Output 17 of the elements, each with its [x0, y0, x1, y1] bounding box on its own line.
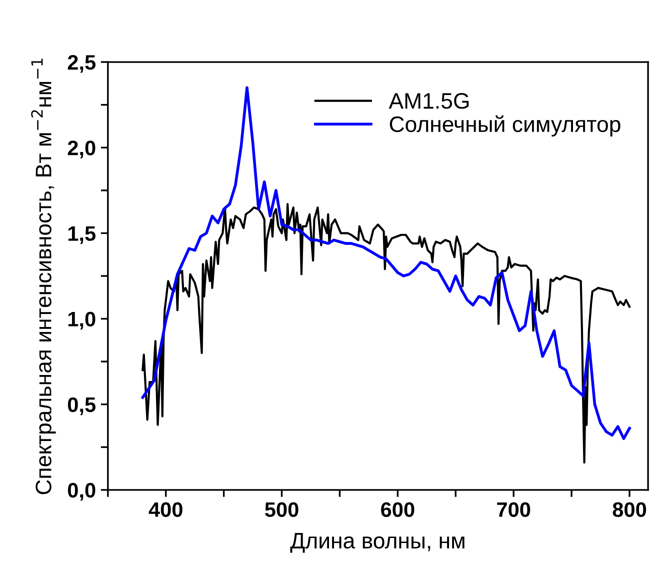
y-tick-label: 1,0: [68, 312, 96, 330]
line-series: [142, 203, 631, 464]
x-tick-label: 800: [612, 502, 646, 518]
legend-label: Солнечный симулятор: [390, 115, 620, 137]
y-tick-label: 2,0: [68, 140, 96, 158]
y-tick-label: 1,5: [68, 226, 96, 244]
line-series: [141, 86, 631, 440]
y-axis-title: Спектральная интенсивность, Вт м$^{−2}$нм$^{−1}$: [31, 58, 56, 494]
x-axis-title: Длина волны, нм: [290, 533, 464, 553]
y-tick-label: 0,0: [68, 482, 96, 501]
x-tick-label: 700: [497, 502, 530, 518]
y-tick-label: 0,5: [68, 397, 96, 416]
y-tick-label: 2,5: [68, 55, 96, 73]
x-tick-label: 600: [381, 502, 414, 518]
x-tick-label: 500: [265, 502, 298, 518]
legend-label: AM1.5G: [388, 93, 469, 109]
x-tick-label: 400: [148, 502, 182, 518]
